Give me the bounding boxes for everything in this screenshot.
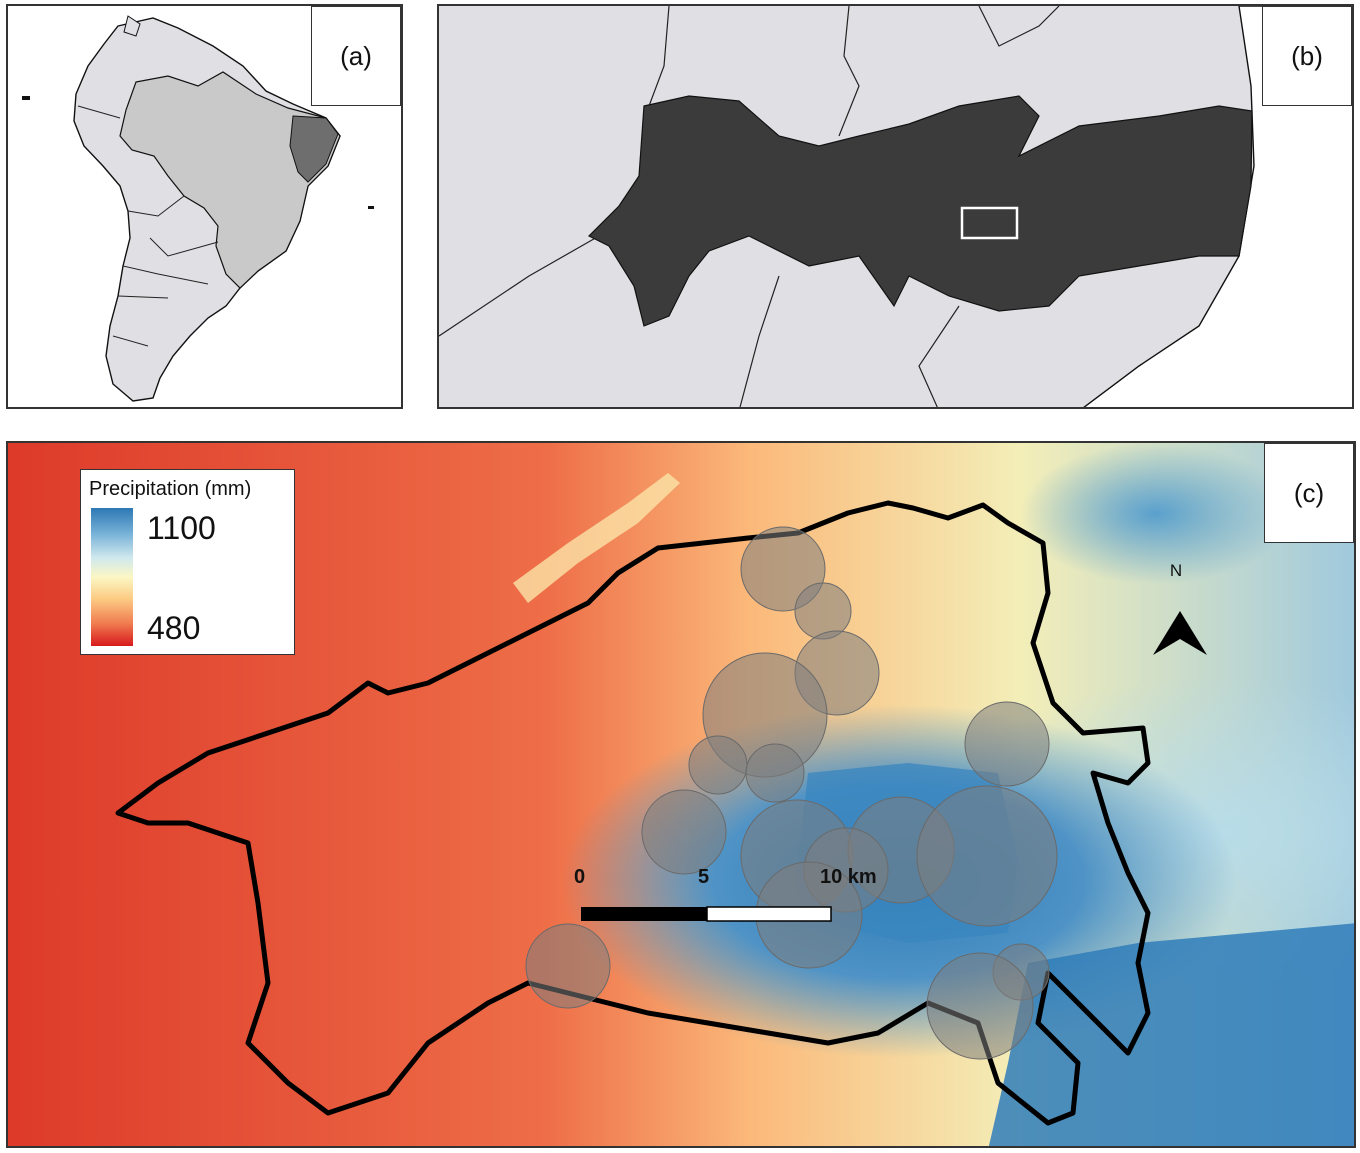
legend-color-ramp xyxy=(91,508,133,646)
north-arrow-label: N xyxy=(1169,561,1183,580)
sample-circle xyxy=(916,785,1058,927)
study-state-dark xyxy=(587,95,1253,327)
ocean xyxy=(1083,6,1352,407)
precipitation-legend: Precipitation (mm) 1100 480 xyxy=(80,469,295,655)
panel-b-state-map: (b) xyxy=(437,4,1354,409)
panel-c-label: (c) xyxy=(1264,443,1354,543)
sample-circle xyxy=(688,735,748,795)
sample-circle xyxy=(794,582,852,640)
panel-a-south-america-map: (a) xyxy=(6,4,403,409)
sample-circle xyxy=(525,923,611,1009)
sample-circle xyxy=(641,789,727,875)
dry-ridge xyxy=(513,473,680,603)
scale-bar xyxy=(581,906,832,922)
sample-circles xyxy=(525,526,1058,1060)
scale-tick-10km: 10 km xyxy=(820,866,877,888)
legend-max-value: 1100 xyxy=(147,510,216,546)
study-area-box xyxy=(960,206,1019,240)
sample-circle xyxy=(964,701,1050,787)
borders xyxy=(439,6,1060,407)
blue-southeast-region xyxy=(988,923,1354,1146)
sample-circle xyxy=(926,952,1034,1060)
highlighted-northeast-state xyxy=(289,115,339,183)
brazil-region xyxy=(119,71,341,289)
sample-circle xyxy=(745,743,805,803)
panel-c-precipitation-map: Precipitation (mm) 1100 480 N 0 5 10 km … xyxy=(6,441,1356,1148)
legend-title: Precipitation (mm) xyxy=(89,478,252,500)
scale-tick-5: 5 xyxy=(698,866,710,888)
legend-min-value: 480 xyxy=(147,610,201,646)
panel-b-label: (b) xyxy=(1262,6,1352,106)
state-map-svg xyxy=(439,6,1352,407)
precipitation-map-svg xyxy=(8,443,1354,1146)
panel-a-label: (a) xyxy=(311,6,401,106)
scale-tick-0: 0 xyxy=(574,866,586,888)
north-arrow-icon xyxy=(1153,611,1207,655)
